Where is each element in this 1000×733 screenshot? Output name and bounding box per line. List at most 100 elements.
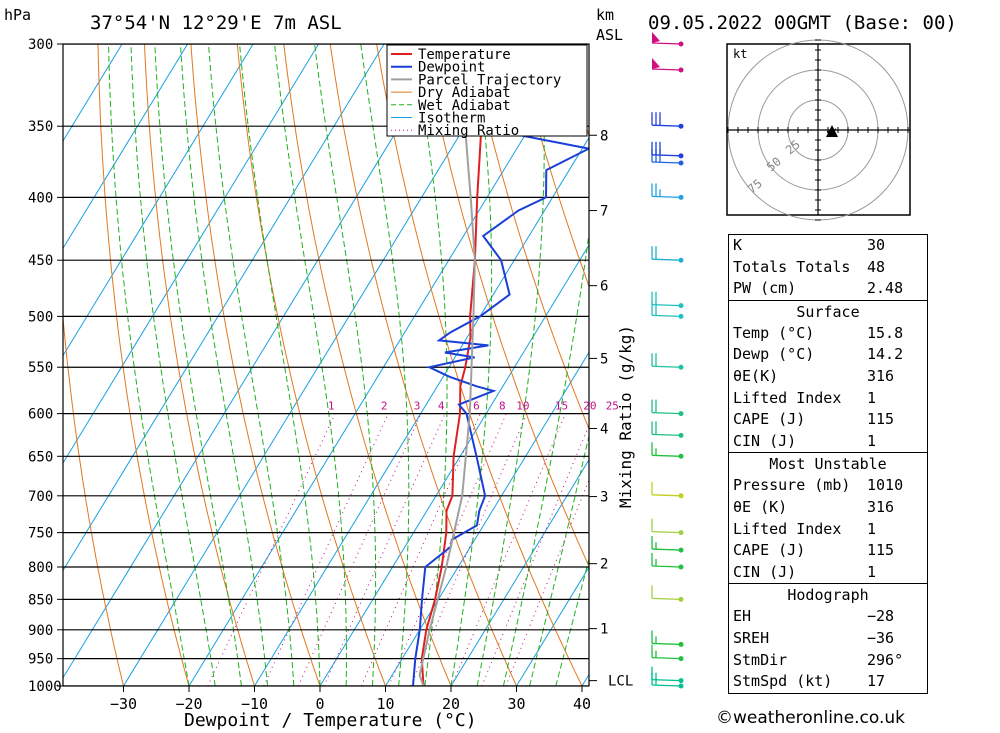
hodograph-stat-value: −28 (867, 607, 895, 626)
dry-adiabat-line (97, 44, 190, 686)
km-tick-label: 7 (600, 204, 608, 220)
hodograph-stats-title: Hodograph (787, 586, 869, 605)
most-unstable-value: 1010 (867, 476, 904, 495)
hodograph-stat-value: 296° (867, 650, 904, 669)
surface-title: Surface (796, 302, 860, 321)
wind-barb (651, 630, 684, 647)
dry-adiabat-line (934, 44, 1000, 686)
temperature-tick-label: 0 (315, 695, 324, 713)
most-unstable-label: Pressure (mb) (733, 476, 851, 495)
x-axis-title: Dewpoint / Temperature (°C) (184, 710, 477, 731)
legend-label: Mixing Ratio (418, 123, 519, 139)
km-tick-label: 5 (600, 351, 608, 367)
mixing-ratio-line (505, 478, 589, 686)
km-tick-label: 6 (600, 279, 608, 295)
index-value: 30 (867, 236, 886, 254)
surface-value: 1 (867, 388, 877, 407)
surface-value: 316 (867, 366, 895, 385)
isotherm-line (319, 244, 589, 686)
mixing-ratio-label: 25 (606, 400, 619, 413)
wind-barb-shaft (651, 303, 682, 307)
wet-adiabat-line (450, 44, 493, 686)
surface-value: 115 (867, 410, 895, 429)
isotherm-line (63, 44, 123, 142)
legend-label: Parcel Trajectory (418, 72, 561, 88)
most-unstable-value: 115 (867, 541, 895, 560)
index-value: 2.48 (867, 279, 904, 298)
pressure-tick-label: 1000 (28, 679, 62, 695)
wind-barb-shaft (651, 68, 682, 71)
wind-barb-shaft (651, 565, 682, 568)
most-unstable-value: 316 (867, 497, 895, 516)
wind-barb (651, 112, 684, 129)
hodograph-stat-row: StmDir 296° (729, 650, 927, 672)
wind-barb-shaft (651, 548, 682, 551)
wet-adiabat-line (274, 44, 347, 686)
most-unstable-row: Lifted Index 1 (729, 519, 927, 541)
wind-barb-dot (678, 123, 684, 129)
isotherm-line (63, 44, 451, 679)
mixing-ratio-label: 6 (473, 400, 480, 413)
wind-barb (651, 666, 684, 684)
wind-barb-shaft (651, 314, 682, 318)
credit-text: ©weatheronline.co.uk (716, 708, 906, 728)
surface-label: θE(K) (733, 366, 779, 385)
index-value: 48 (867, 257, 886, 276)
km-tick-label: 3 (600, 490, 608, 506)
wind-barb-shaft (651, 154, 682, 157)
wind-barb-shaft (651, 411, 682, 415)
km-unit-label: km (596, 6, 614, 24)
most-unstable-row: CAPE (J) 115 (729, 540, 927, 562)
wind-barb-shaft (651, 42, 682, 45)
most-unstable-title: Most Unstable (769, 455, 887, 474)
temperature-tick-label: 40 (573, 695, 591, 713)
mixing-ratio-label: 20 (583, 400, 596, 413)
series-layer (412, 44, 589, 686)
legend-label: Dry Adiabat (418, 85, 511, 101)
parcel-trajectory-line (418, 44, 476, 686)
hpa-unit-label: hPa (4, 6, 31, 24)
isotherm-line (450, 458, 589, 686)
mixing-ratio-label: 2 (381, 400, 388, 413)
pressure-tick-label: 900 (28, 623, 53, 639)
mixing-ratio-label: 1 (328, 400, 335, 413)
hodograph-stat-row: StmSpd (kt) 17 (729, 671, 927, 693)
pressure-tick-label: 750 (28, 526, 53, 542)
hodograph-storm-marker (826, 125, 838, 137)
pressure-tick-label: 950 (28, 652, 53, 668)
wind-barb (651, 246, 684, 263)
wind-barb-shaft (651, 530, 682, 534)
surface-value: 14.2 (867, 345, 904, 364)
wind-barb (651, 58, 684, 73)
stats-panel: K 30 Totals Totals 48 PW (cm) 2.48 Surface Te… (728, 234, 928, 694)
hodograph-stats-box: Hodograph EH −28 SREH −36 StmDir 296° StmSpd (… (728, 584, 928, 694)
index-label: PW (cm) (733, 279, 797, 298)
hodograph-stat-label: EH (733, 607, 752, 626)
index-row: PW (cm) 2.48 (729, 278, 927, 300)
wind-barbs (651, 32, 684, 689)
mixing-ratio-axis-title: Mixing Ratio (g/kg) (616, 325, 635, 508)
surface-value: 1 (867, 431, 877, 450)
most-unstable-label: θE (K) (733, 497, 788, 516)
pressure-tick-label: 800 (28, 560, 53, 576)
hodograph-unit-label: kt (733, 47, 747, 61)
mixing-ratio-line (263, 413, 389, 686)
isotherm-line (516, 566, 589, 686)
surface-row: CAPE (J) 115 (729, 409, 927, 431)
isotherm-line (123, 44, 516, 686)
mixing-ratio-label: 15 (555, 400, 568, 413)
surface-label: Dewp (°C) (733, 345, 815, 364)
most-unstable-label: CIN (J) (733, 562, 797, 581)
hodograph-stat-value: 17 (867, 672, 886, 691)
index-row: K 30 (729, 235, 927, 257)
wind-barb (651, 536, 684, 553)
legend-label: Dewpoint (418, 60, 485, 76)
wind-barb-shaft (651, 433, 682, 437)
wet-adiabat-line (180, 44, 269, 686)
wind-barb (651, 421, 684, 438)
hodograph-stat-row: EH −28 (729, 606, 927, 628)
hodograph-stat-row: SREH −36 (729, 628, 927, 650)
isotherm-line (385, 351, 589, 686)
